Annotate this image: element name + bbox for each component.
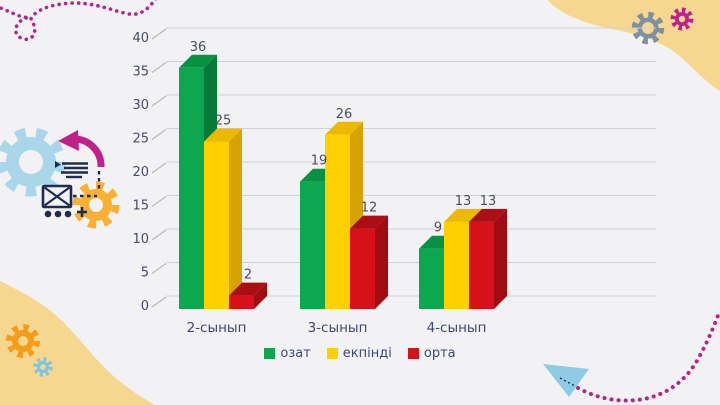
bar: [204, 128, 242, 309]
x-axis-category-label: 2-сынып: [187, 320, 247, 336]
x-axis-category-label: 4-сынып: [427, 320, 487, 336]
bar-front-face: [469, 221, 494, 309]
y-axis-tick-label: 15: [132, 199, 149, 214]
y-axis-labels: 0 5 10 15 20 25 30 35 40: [132, 31, 149, 314]
bar-top-face: [204, 128, 242, 142]
y-axis-tick-label: 0: [141, 299, 149, 314]
light-blue-gear-icon: [0, 127, 66, 197]
bars: [179, 54, 507, 309]
legend-item: екпінді: [326, 345, 392, 361]
y-axis-tick-label: 40: [132, 31, 149, 46]
y-axis-tick-label: 35: [132, 65, 149, 80]
bar-top-face: [444, 208, 482, 222]
y-axis-tick-label: 5: [141, 266, 149, 281]
bar-front-face: [419, 248, 444, 309]
envelope-icon: [41, 184, 73, 209]
magenta-curved-arrow-icon: [58, 130, 105, 168]
bar-value-label: 26: [336, 107, 353, 122]
value-labels: 36 25 2 19 26 12 9 13 13: [190, 40, 497, 283]
bar-front-face: [325, 134, 350, 309]
bar-value-label: 12: [361, 201, 378, 216]
bar-value-label: 36: [190, 40, 207, 55]
x-axis-category-label: 3-сынып: [308, 320, 368, 336]
text-lines-icon: [55, 161, 88, 179]
bar-front-face: [204, 141, 229, 309]
magenta-gear-icon: [670, 7, 694, 31]
y-axis-tick-label: 30: [132, 98, 149, 113]
legend-item: озат: [264, 345, 311, 361]
legend-label: озат: [280, 345, 311, 361]
ellipsis-dots-icon: [44, 210, 72, 218]
legend-label: екпінді: [342, 345, 392, 361]
x-axis-category-labels: 2-сынып 3-сынып 4-сынып: [187, 320, 487, 336]
bar-front-face: [179, 67, 204, 309]
bar-top-face: [229, 282, 267, 296]
bar-value-label: 13: [480, 194, 497, 209]
y-axis-tick-label: 10: [132, 232, 149, 247]
orange-gear-icon: [6, 324, 40, 358]
bar-value-label: 2: [244, 268, 252, 283]
bar-top-face: [350, 215, 388, 229]
bar-front-face: [300, 181, 325, 309]
legend-swatch-icon: [326, 347, 338, 359]
bar-side-face: [229, 128, 242, 309]
bar-top-face: [325, 121, 363, 135]
chart-legend: озат екпінді орта: [0, 345, 720, 361]
bar: [350, 215, 388, 309]
bar-side-face: [494, 208, 507, 309]
legend-label: орта: [423, 345, 456, 361]
bar-front-face: [229, 295, 254, 309]
bar-value-label: 25: [215, 114, 232, 129]
y-axis-tick-label: 20: [132, 165, 149, 180]
bar-value-label: 13: [455, 194, 472, 209]
y-axis-tick-label: 25: [132, 132, 149, 147]
bar-top-face: [469, 208, 507, 222]
top-left-squiggle-line: [0, 0, 158, 41]
legend-swatch-icon: [407, 347, 419, 359]
plus-icon: [77, 207, 87, 217]
small-blue-gear-icon: [33, 357, 53, 377]
bar: [469, 208, 507, 309]
bar-front-face: [444, 221, 469, 309]
bar-value-label: 9: [434, 221, 442, 236]
bar-front-face: [350, 228, 375, 309]
bottom-left-blob: [0, 281, 155, 405]
left-gears-illustration: [0, 127, 120, 229]
dashed-connector-line: [73, 171, 101, 198]
bottom-right-squiggle-line: [576, 308, 720, 403]
paper-plane-icon: [543, 364, 589, 397]
bar-side-face: [254, 282, 267, 309]
legend-swatch-icon: [264, 347, 276, 359]
bar-value-label: 19: [311, 154, 328, 169]
bar-side-face: [375, 215, 388, 309]
y-axis-ticks: [151, 28, 167, 308]
bar: [229, 282, 267, 309]
legend-item: орта: [407, 345, 456, 361]
bar-top-face: [179, 54, 217, 68]
